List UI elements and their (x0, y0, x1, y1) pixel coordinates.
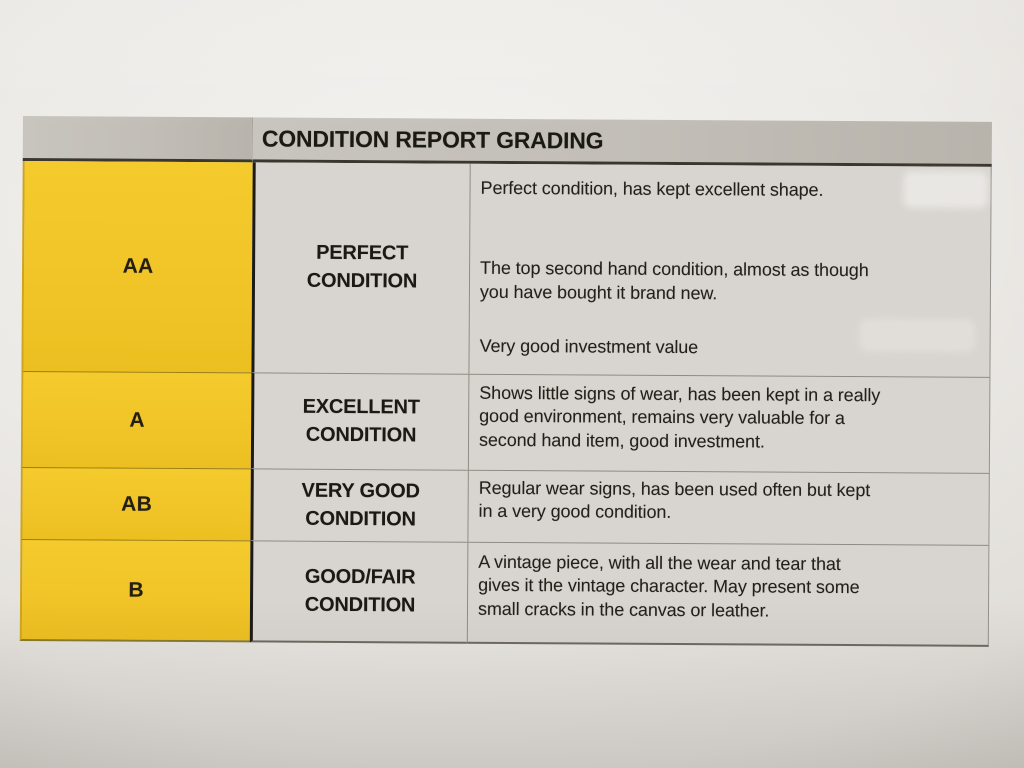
condition-label-cell-ab: VERY GOOD CONDITION (250, 468, 468, 542)
table-title: CONDITION REPORT GRADING (252, 117, 992, 167)
grade-cell-b: B (19, 538, 251, 643)
description-paragraph: Regular wear signs, has been used often … (478, 477, 871, 523)
description-cell-aa: Perfect condition, has kept excellent sh… (468, 163, 992, 377)
whiteout-patch (908, 176, 983, 203)
condition-label-cell-aa: PERFECT CONDITION (251, 162, 470, 374)
whiteout-patch (864, 324, 970, 347)
header-empty-cell (22, 116, 253, 163)
grade-cell-a: A (20, 370, 252, 469)
grade-cell-aa: AA (21, 160, 253, 373)
condition-grading-table: CONDITION REPORT GRADING AA PERFECT COND… (19, 116, 992, 647)
description-paragraph: Perfect condition, has kept excellent sh… (480, 177, 824, 200)
grade-cell-ab: AB (20, 466, 251, 541)
description-cell-b: A vintage piece, with all the wear and t… (466, 541, 990, 647)
description-cell-ab: Regular wear signs, has been used often … (467, 469, 990, 545)
description-paragraph: Shows little signs of wear, has been kep… (478, 382, 881, 452)
description-paragraph: A vintage piece, with all the wear and t… (477, 551, 860, 621)
description-paragraph: The top second hand condition, almost as… (479, 258, 869, 304)
condition-label-cell-a: EXCELLENT CONDITION (250, 372, 469, 470)
condition-label-cell-b: GOOD/FAIR CONDITION (249, 540, 468, 644)
description-cell-a: Shows little signs of wear, has been kep… (467, 373, 991, 473)
